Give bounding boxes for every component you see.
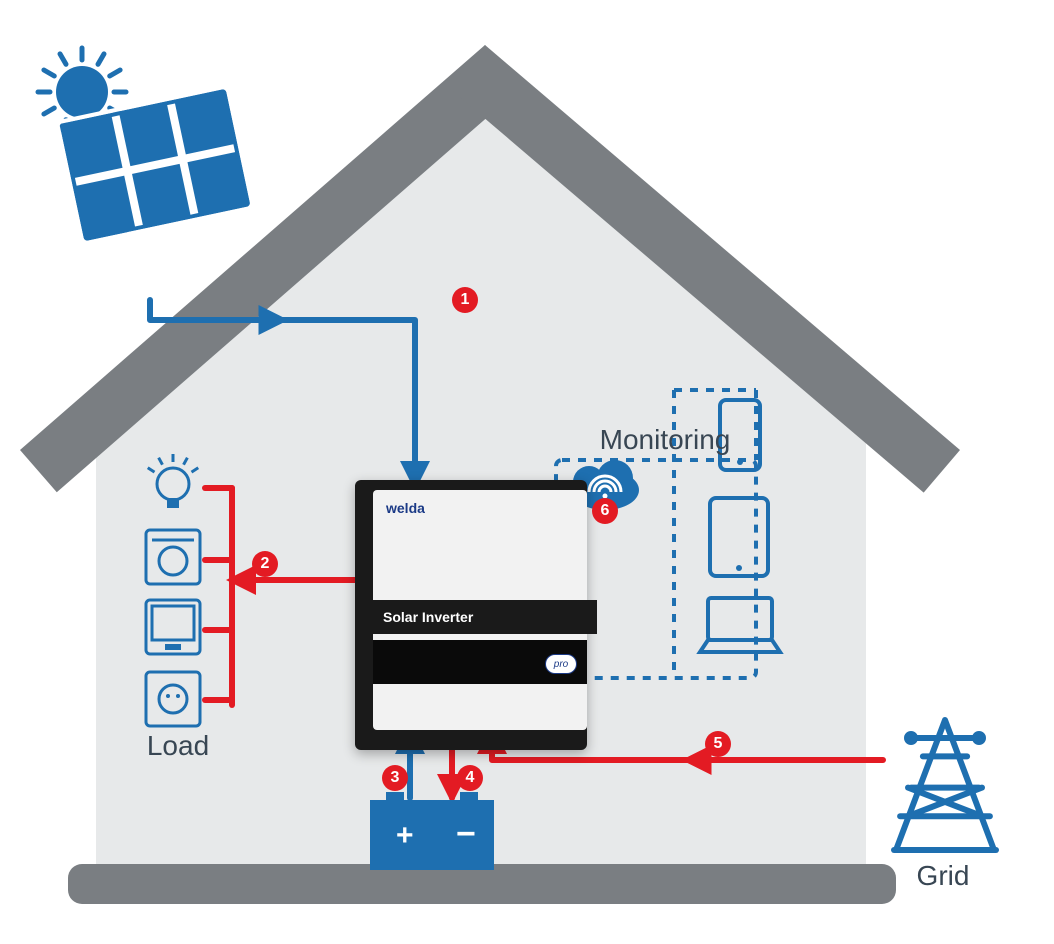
badge-4: 4 (457, 765, 483, 791)
badge-6: 6 (592, 498, 618, 524)
monitoring-label: Monitoring (600, 424, 731, 456)
load-label: Load (147, 730, 209, 762)
inverter-screen (430, 648, 500, 676)
inverter-brand: welda (386, 500, 425, 516)
battery-icon: +− (370, 792, 494, 870)
badge-2: 2 (252, 551, 278, 577)
svg-text:+: + (396, 819, 414, 852)
inverter-band: Solar Inverter (373, 600, 597, 634)
svg-text:−: − (456, 815, 476, 853)
badge-5: 5 (705, 731, 731, 757)
sun-icon (56, 66, 108, 118)
solar-system-diagram: +− (0, 0, 1054, 944)
grid-tower-icon (894, 720, 996, 850)
badge-1: 1 (452, 287, 478, 313)
grid-label: Grid (917, 860, 970, 892)
inverter-pro: pro (545, 654, 577, 674)
badge-3: 3 (382, 765, 408, 791)
